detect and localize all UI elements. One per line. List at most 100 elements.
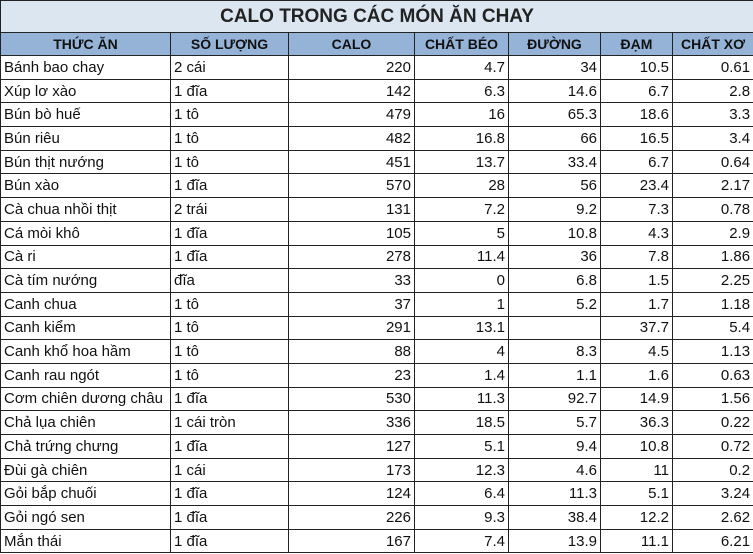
table-cell: Bánh bao chay <box>0 55 171 80</box>
table-cell: 336 <box>288 410 415 435</box>
table-cell: 9.2 <box>508 197 601 222</box>
table-cell: 1 tô <box>170 291 289 317</box>
table-cell: 38.4 <box>508 505 601 530</box>
column-header: CALO <box>288 32 415 56</box>
table-cell: Cơm chiên dương châu <box>0 386 171 412</box>
table-cell: 0 <box>414 268 509 293</box>
table-cell: 1 tô <box>170 102 289 128</box>
table-cell: 1 tô <box>170 315 289 341</box>
table-cell: 88 <box>288 339 415 364</box>
table-cell: Cá mòi khô <box>0 220 171 246</box>
column-header: CHẤT XƠ <box>671 32 753 56</box>
table-cell: 2.8 <box>671 78 753 104</box>
table-cell: 1 đĩa <box>170 173 289 199</box>
table-cell: 1 đĩa <box>170 78 289 104</box>
table-row: Canh chua 1 tô 37 1 5.2 1.7 1.18 <box>0 291 753 317</box>
table-cell: Xúp lơ xào <box>0 78 171 104</box>
table-cell: Bún bò huế <box>0 102 171 128</box>
table-cell: 4.6 <box>508 457 601 483</box>
table-cell: 1 đĩa <box>170 528 289 554</box>
table-cell: 3.24 <box>671 481 753 507</box>
table-cell: 530 <box>288 386 415 412</box>
table-cell: 11.4 <box>414 244 509 270</box>
table-cell: 9.3 <box>414 505 509 530</box>
table-cell: 131 <box>288 197 415 222</box>
column-header: ĐƯỜNG <box>508 32 601 56</box>
table-cell: 1 đĩa <box>170 434 289 459</box>
table-cell: Bún riêu <box>0 126 171 151</box>
table-cell: 11.1 <box>600 528 673 554</box>
table-cell: Bún xào <box>0 173 171 199</box>
table-cell: 12.3 <box>414 457 509 483</box>
table-cell: 226 <box>288 505 415 530</box>
table-cell: 2 trái <box>170 197 289 222</box>
table-cell: 4.7 <box>414 55 509 80</box>
table-cell: 37 <box>288 291 415 317</box>
table-cell: Chả trứng chưng <box>0 434 171 459</box>
table-cell: 6.21 <box>671 528 753 554</box>
table-cell: 16.5 <box>600 126 673 151</box>
header-row: THỨC ĂN SỐ LƯỢNG CALO CHẤT BÉO ĐƯỜNG ĐẠM CHẤT … <box>0 32 753 56</box>
table-cell: 16 <box>414 102 509 128</box>
table-cell: 5.1 <box>600 481 673 507</box>
table-cell: Cà chua nhồi thịt <box>0 197 171 222</box>
table-cell: Mắn thái <box>0 528 171 554</box>
table-row: Cá mòi khô 1 đĩa 105 5 10.8 4.3 2.9 <box>0 220 753 246</box>
table-cell: 6.3 <box>414 78 509 104</box>
table-row: Canh kiểm 1 tô 291 13.1 37.7 5.4 <box>0 315 753 341</box>
table-cell: 1.1 <box>508 362 601 388</box>
table-cell: 0.61 <box>671 55 753 80</box>
table-row: Gỏi bắp chuối 1 đĩa 124 6.4 11.3 5.1 3.24 <box>0 481 753 507</box>
table-cell: 2.17 <box>671 173 753 199</box>
table-cell: 124 <box>288 481 415 507</box>
table-row: Canh rau ngót 1 tô 23 1.4 1.1 1.6 0.63 <box>0 362 753 388</box>
table-row: Cơm chiên dương châu 1 đĩa 530 11.3 92.7 14.9… <box>0 386 753 412</box>
table-row: Canh khổ hoa hầm 1 tô 88 4 8.3 4.5 1.13 <box>0 339 753 364</box>
table-row: Đùi gà chiên 1 cái 173 12.3 4.6 11 0.2 <box>0 457 753 483</box>
table-row: Bún thịt nướng 1 tô 451 13.7 33.4 6.7 0.64 <box>0 149 753 175</box>
table-cell: 3.4 <box>671 126 753 151</box>
table-row: Gỏi ngó sen 1 đĩa 226 9.3 38.4 12.2 2.62 <box>0 505 753 530</box>
table-cell: 1 đĩa <box>170 220 289 246</box>
table-cell: 142 <box>288 78 415 104</box>
table-cell: 1 tô <box>170 126 289 151</box>
table-cell: Đùi gà chiên <box>0 457 171 483</box>
table-cell: Gỏi bắp chuối <box>0 481 171 507</box>
table-cell: 0.22 <box>671 410 753 435</box>
table-cell: 18.5 <box>414 410 509 435</box>
table-cell: 1 cái <box>170 457 289 483</box>
table-cell: 13.7 <box>414 149 509 175</box>
table-cell: 11.3 <box>508 481 601 507</box>
table-row: Chả trứng chưng 1 đĩa 127 5.1 9.4 10.8 0.72 <box>0 434 753 459</box>
table-cell: 0.63 <box>671 362 753 388</box>
table-cell: 14.6 <box>508 78 601 104</box>
table-cell: 6.7 <box>600 78 673 104</box>
table-cell: 9.4 <box>508 434 601 459</box>
table-cell: 0.72 <box>671 434 753 459</box>
table-cell: 4 <box>414 339 509 364</box>
table-cell: 451 <box>288 149 415 175</box>
table-cell: 13.9 <box>508 528 601 554</box>
table-body: Bánh bao chay 2 cái 220 4.7 34 10.5 0.61 Xúp lơ… <box>0 55 753 554</box>
table-cell: Cà ri <box>0 244 171 270</box>
table-cell: Chả lụa chiên <box>0 410 171 435</box>
table-cell: 0.78 <box>671 197 753 222</box>
table-cell: 16.8 <box>414 126 509 151</box>
table-cell: Canh kiểm <box>0 315 171 341</box>
table-cell: 1.7 <box>600 291 673 317</box>
table-cell <box>508 315 601 341</box>
table-cell: 1 đĩa <box>170 386 289 412</box>
table-cell: 66 <box>508 126 601 151</box>
table-cell: 6.8 <box>508 268 601 293</box>
table-cell: Bún thịt nướng <box>0 149 171 175</box>
table-cell: 5 <box>414 220 509 246</box>
table-title: CALO TRONG CÁC MÓN ĂN CHAY <box>0 0 753 33</box>
table-cell: 0.64 <box>671 149 753 175</box>
table-cell: 105 <box>288 220 415 246</box>
table-cell: 1.86 <box>671 244 753 270</box>
table-cell: 7.8 <box>600 244 673 270</box>
table-cell: 56 <box>508 173 601 199</box>
table-row: Mắn thái 1 đĩa 167 7.4 13.9 11.1 6.21 <box>0 528 753 554</box>
table-cell: Canh chua <box>0 291 171 317</box>
table-cell: 12.2 <box>600 505 673 530</box>
